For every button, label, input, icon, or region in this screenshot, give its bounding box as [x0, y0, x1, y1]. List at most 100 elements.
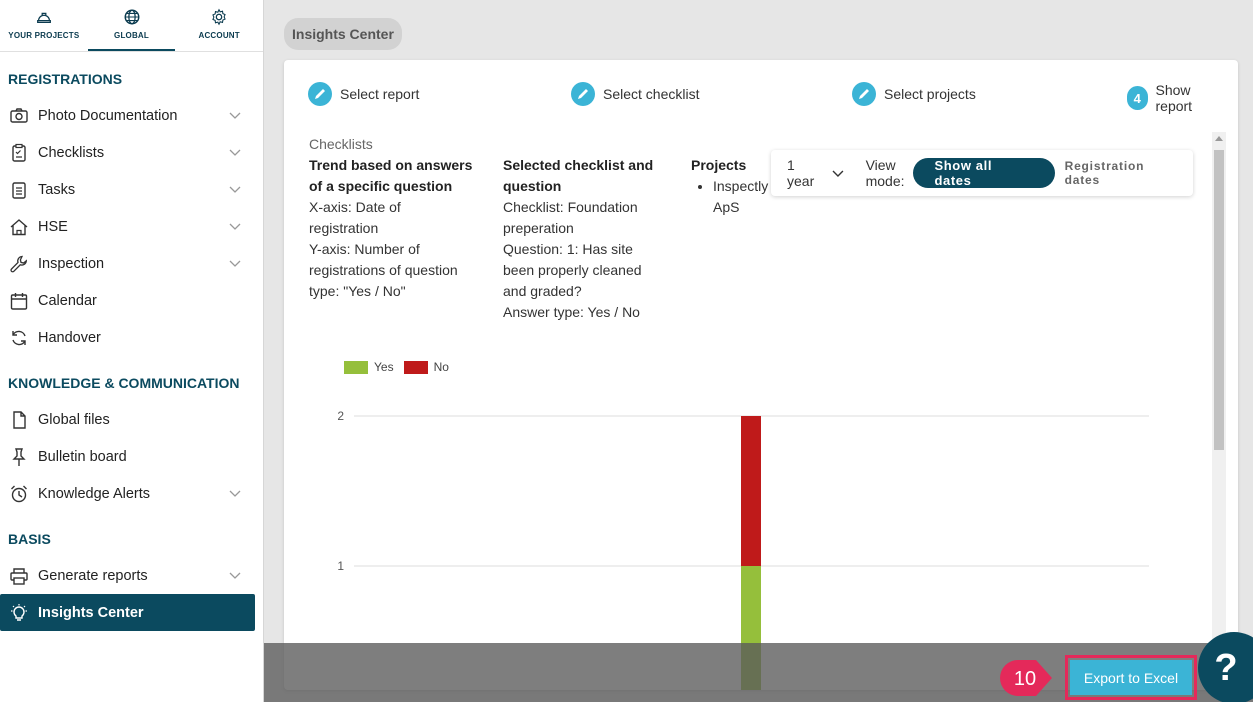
- wrench-icon: [10, 255, 28, 272]
- sidebar-item-hse[interactable]: HSE: [0, 208, 263, 245]
- file-icon: [13, 410, 26, 429]
- sidebar-item-label: Checklists: [38, 144, 105, 161]
- alarm-clock-icon: [11, 485, 27, 502]
- sidebar-item-inspection[interactable]: Inspection: [0, 245, 263, 282]
- chevron-down-icon[interactable]: [229, 183, 241, 195]
- task-list-icon: [12, 181, 26, 199]
- step-select-report[interactable]: Select report: [308, 82, 419, 106]
- hard-hat-icon: [36, 12, 51, 24]
- legend-label: No: [433, 360, 449, 374]
- help-button[interactable]: ?: [1198, 632, 1253, 702]
- trend-line: X-axis: Date of: [309, 199, 401, 215]
- trend-line: type: "Yes / No": [309, 283, 406, 299]
- globe-icon: [124, 9, 139, 25]
- step-select-checklist[interactable]: Select checklist: [571, 82, 699, 106]
- chevron-down-icon: [832, 170, 844, 177]
- selected-line: Answer type: Yes / No: [503, 304, 640, 320]
- trend-heading-2: of a specific question: [309, 178, 453, 194]
- sidebar-item-label: Insights Center: [38, 604, 144, 621]
- tab-label: GLOBAL: [114, 31, 149, 40]
- sidebar-item-checklists[interactable]: Checklists: [0, 134, 263, 171]
- period-select[interactable]: 1 year: [787, 157, 844, 189]
- trend-chart: 12: [337, 409, 1149, 690]
- sidebar-item-handover[interactable]: Handover: [0, 319, 263, 356]
- camera-icon: [10, 107, 28, 123]
- chevron-down-icon[interactable]: [229, 220, 241, 232]
- legend-swatch-no: [403, 360, 428, 374]
- y-tick-label: 1: [337, 559, 344, 573]
- trend-line: registrations of question: [309, 262, 458, 278]
- export-to-excel-button[interactable]: Export to Excel: [1070, 660, 1192, 695]
- tab-global[interactable]: GLOBAL: [87, 0, 176, 51]
- view-mode-label: View mode:: [866, 157, 905, 189]
- selected-line: and graded?: [503, 283, 582, 299]
- step-label: Select projects: [884, 86, 976, 102]
- gear-icon: [212, 8, 226, 26]
- step-select-projects[interactable]: Select projects: [852, 82, 976, 106]
- scrollbar[interactable]: [1212, 132, 1226, 690]
- refresh-icon: [12, 330, 26, 345]
- sidebar-item-label: Handover: [38, 329, 101, 346]
- pin-icon: [12, 447, 26, 466]
- sidebar-item-generate-reports[interactable]: Generate reports: [0, 557, 263, 594]
- sidebar-item-insights-center[interactable]: Insights Center: [0, 594, 255, 631]
- selected-heading-2: question: [503, 178, 562, 194]
- legend-swatch-yes: [344, 360, 368, 374]
- trend-line: Y-axis: Number of: [309, 241, 420, 257]
- chevron-down-icon[interactable]: [229, 487, 241, 499]
- selected-line: been properly cleaned: [503, 262, 642, 278]
- sidebar-item-global-files[interactable]: Global files: [0, 401, 263, 438]
- selected-heading-1: Selected checklist and: [503, 157, 654, 173]
- project-item: Inspectly ApS: [713, 176, 791, 218]
- calendar-icon: [10, 292, 28, 310]
- chevron-down-icon[interactable]: [229, 146, 241, 158]
- wizard-steps: Select report Select checklist Select pr…: [308, 82, 1220, 114]
- sidebar-item-tasks[interactable]: Tasks: [0, 171, 263, 208]
- bar-segment-no[interactable]: [741, 416, 761, 566]
- sidebar-item-label: Global files: [38, 411, 110, 428]
- projects-description: Projects Inspectly ApS: [691, 155, 791, 218]
- section-registrations: REGISTRATIONS: [8, 70, 123, 87]
- trend-heading-1: Trend based on answers: [309, 157, 473, 173]
- sidebar-item-knowledge-alerts[interactable]: Knowledge Alerts: [0, 475, 263, 512]
- chevron-down-icon[interactable]: [229, 257, 241, 269]
- lightbulb-icon: [11, 603, 27, 621]
- selected-line: Question: 1: Has site: [503, 241, 633, 257]
- show-all-dates-button[interactable]: Show all dates: [912, 158, 1055, 188]
- selected-checklist-description: Selected checklist and question Checklis…: [503, 155, 678, 323]
- sidebar-item-bulletin-board[interactable]: Bulletin board: [0, 438, 263, 475]
- clipboard-icon: [12, 143, 26, 162]
- selected-line: preperation: [503, 220, 574, 236]
- step-number: 4: [1127, 86, 1148, 110]
- sidebar-item-label: Photo Documentation: [38, 107, 178, 124]
- sidebar-item-label: Knowledge Alerts: [38, 485, 151, 502]
- legend-label: Yes: [374, 360, 394, 374]
- report-info: Checklists Trend based on answers of a s…: [309, 134, 768, 320]
- scroll-up-arrow[interactable]: [1215, 136, 1223, 141]
- scrollbar-thumb[interactable]: [1214, 150, 1224, 450]
- registration-dates-button[interactable]: Registration dates: [1064, 159, 1145, 187]
- tab-label: ACCOUNT: [198, 31, 240, 40]
- sidebar-item-calendar[interactable]: Calendar: [0, 282, 263, 319]
- legend-item-no[interactable]: No: [403, 360, 449, 374]
- sidebar: YOUR PROJECTS GLOBAL ACCOUNT REGISTRATIO…: [0, 0, 264, 702]
- projects-heading: Projects: [691, 157, 747, 173]
- section-knowledge: KNOWLEDGE & COMMUNICATION: [8, 374, 240, 391]
- chevron-down-icon[interactable]: [229, 569, 241, 581]
- sidebar-item-label: Tasks: [38, 181, 76, 198]
- step-label: Select checklist: [603, 86, 700, 102]
- chart-legend: Yes No: [344, 360, 459, 374]
- tab-account[interactable]: ACCOUNT: [175, 0, 263, 51]
- chevron-down-icon[interactable]: [229, 109, 241, 121]
- tab-your-projects[interactable]: YOUR PROJECTS: [0, 0, 88, 51]
- step-show-report[interactable]: 4 Show report: [1127, 82, 1220, 114]
- sidebar-item-photo-documentation[interactable]: Photo Documentation: [0, 97, 263, 134]
- period-value: 1 year: [787, 157, 815, 189]
- legend-item-yes[interactable]: Yes: [344, 360, 394, 374]
- sidebar-item-label: HSE: [38, 218, 68, 235]
- sidebar-item-label: Generate reports: [38, 567, 148, 584]
- house-icon: [10, 218, 28, 235]
- info-label: Checklists: [309, 136, 373, 152]
- printer-icon: [10, 567, 28, 585]
- view-mode-bar: 1 year View mode: Show all dates Registr…: [771, 150, 1193, 196]
